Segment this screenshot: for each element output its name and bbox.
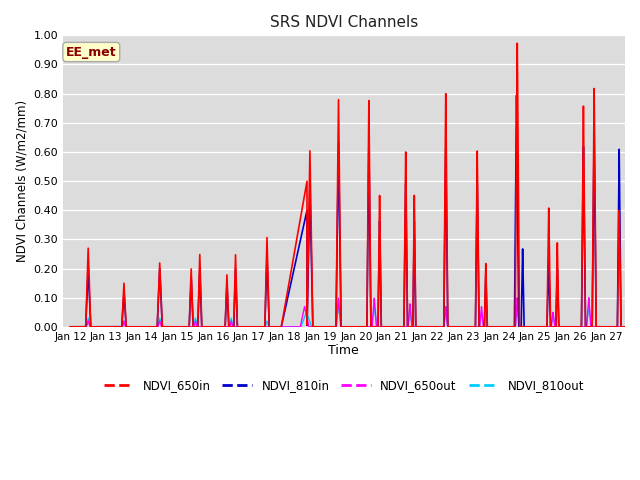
- NDVI_650in: [639, 324, 640, 330]
- NDVI_810out: [67, 324, 74, 330]
- NDVI_810in: [521, 324, 529, 330]
- NDVI_810out: [274, 324, 282, 330]
- Title: SRS NDVI Channels: SRS NDVI Channels: [269, 15, 418, 30]
- NDVI_810in: [430, 324, 438, 330]
- Y-axis label: NDVI Channels (W/m2/mm): NDVI Channels (W/m2/mm): [15, 100, 28, 262]
- NDVI_810out: [95, 324, 103, 330]
- NDVI_650out: [585, 295, 593, 300]
- NDVI_650out: [95, 324, 103, 330]
- X-axis label: Time: Time: [328, 345, 359, 358]
- NDVI_650in: [67, 324, 74, 330]
- NDVI_650out: [639, 324, 640, 330]
- NDVI_810in: [95, 324, 103, 330]
- NDVI_810out: [639, 324, 640, 330]
- NDVI_650out: [430, 324, 438, 330]
- NDVI_650out: [274, 324, 282, 330]
- NDVI_650out: [521, 324, 529, 330]
- Text: EE_met: EE_met: [66, 46, 116, 59]
- NDVI_810out: [430, 324, 438, 330]
- NDVI_810out: [405, 316, 413, 322]
- NDVI_810in: [274, 324, 282, 330]
- Line: NDVI_810out: NDVI_810out: [70, 306, 640, 327]
- NDVI_650in: [405, 324, 413, 330]
- NDVI_810out: [585, 303, 593, 309]
- NDVI_810out: [521, 324, 529, 330]
- NDVI_810in: [405, 324, 413, 330]
- NDVI_650in: [513, 40, 521, 46]
- NDVI_650out: [491, 324, 499, 330]
- NDVI_650in: [274, 324, 282, 330]
- NDVI_650out: [67, 324, 74, 330]
- NDVI_810in: [639, 324, 640, 330]
- NDVI_810in: [491, 324, 499, 330]
- NDVI_650out: [405, 316, 413, 322]
- Line: NDVI_650in: NDVI_650in: [70, 43, 640, 327]
- NDVI_650in: [491, 324, 499, 330]
- NDVI_810in: [513, 93, 520, 98]
- NDVI_810out: [491, 324, 499, 330]
- NDVI_650in: [430, 324, 438, 330]
- NDVI_810in: [67, 324, 74, 330]
- Line: NDVI_810in: NDVI_810in: [70, 96, 640, 327]
- NDVI_650in: [521, 324, 529, 330]
- NDVI_650in: [95, 324, 103, 330]
- Legend: NDVI_650in, NDVI_810in, NDVI_650out, NDVI_810out: NDVI_650in, NDVI_810in, NDVI_650out, NDV…: [99, 374, 589, 396]
- Line: NDVI_650out: NDVI_650out: [70, 298, 640, 327]
